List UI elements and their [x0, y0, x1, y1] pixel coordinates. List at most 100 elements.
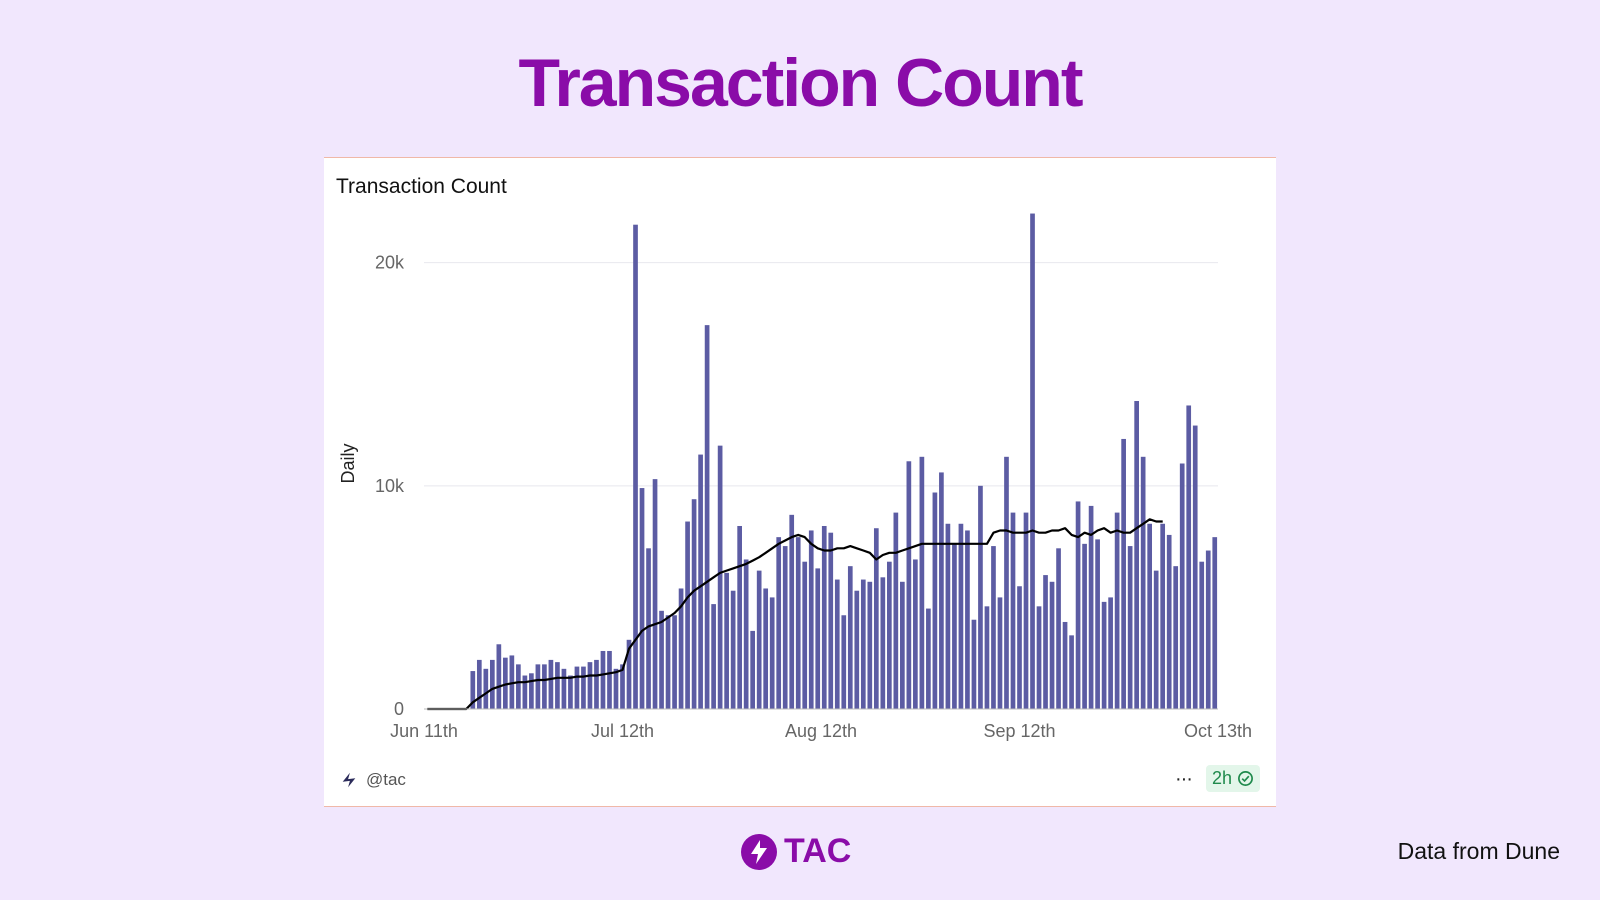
bar [535, 664, 541, 709]
author-attribution[interactable]: @tac [340, 770, 406, 790]
data-source-note: Data from Dune [1397, 838, 1560, 864]
bar [873, 528, 879, 709]
bar [1140, 456, 1146, 709]
bar [906, 461, 912, 709]
bar [665, 615, 671, 709]
bar [1095, 539, 1100, 709]
bar [711, 604, 716, 709]
bar [756, 570, 762, 709]
bar [503, 657, 508, 709]
bar [984, 606, 990, 709]
bar [483, 668, 489, 709]
bar [496, 644, 502, 709]
bar [574, 666, 580, 709]
bar [789, 514, 795, 709]
axis-layer: 0 10k 20k Jun 11th Jul 12th Aug 12th Sep 12th O… [338, 253, 1252, 741]
bar [620, 664, 625, 709]
bar [958, 523, 964, 709]
bar [600, 650, 606, 709]
bar [724, 572, 729, 709]
bar [737, 525, 742, 709]
bar [626, 639, 632, 709]
bar [834, 579, 840, 709]
bar [1205, 550, 1211, 709]
bar [978, 485, 983, 709]
bar [821, 525, 827, 709]
bar [847, 566, 853, 709]
bar [548, 659, 554, 709]
bar [1010, 512, 1016, 709]
x-tick-label: Oct 13th [1184, 721, 1252, 741]
bar [932, 492, 938, 709]
grid-layer [424, 262, 1218, 487]
bar [886, 561, 892, 709]
bar [808, 530, 814, 709]
bar [1153, 570, 1159, 709]
bar [659, 610, 664, 709]
x-tick-label: Jul 12th [591, 721, 654, 741]
bar [828, 532, 834, 709]
bar [1088, 505, 1094, 709]
y-axis-label: Daily [338, 443, 358, 483]
bar [1062, 621, 1068, 709]
bar [782, 546, 788, 709]
more-options-icon[interactable]: ··· [1174, 767, 1193, 790]
bar [1023, 512, 1029, 709]
bar [841, 615, 847, 709]
bar [555, 662, 560, 709]
bar [926, 608, 931, 709]
bar [470, 671, 476, 709]
bar [568, 675, 573, 709]
freshness-badge: 2h [1205, 765, 1260, 792]
bar [1212, 537, 1218, 709]
tac-brand: TAC [740, 832, 851, 871]
dune-logo-icon [342, 772, 356, 788]
bar [1192, 425, 1198, 709]
bar [1082, 543, 1087, 709]
bar [652, 479, 658, 709]
bar [939, 472, 944, 709]
bar [1030, 213, 1035, 709]
y-tick-label: 20k [375, 253, 405, 273]
check-circle-icon [1238, 771, 1253, 786]
bar [815, 568, 821, 709]
bar-layer [470, 213, 1218, 709]
bar [1166, 534, 1172, 709]
page-headline: Transaction Count [518, 45, 1084, 121]
transaction-count-chart: 0 10k 20k Jun 11th Jul 12th Aug 12th Sep 12th O… [338, 213, 1252, 741]
brand-name: TAC [784, 832, 852, 870]
bar [529, 673, 534, 709]
bar [561, 668, 567, 709]
bar [489, 659, 495, 709]
x-tick-label: Aug 12th [785, 721, 857, 741]
bar [1186, 405, 1192, 709]
bar [717, 445, 723, 709]
bar [1069, 635, 1074, 709]
bar [802, 561, 808, 709]
bar [1108, 597, 1113, 709]
card-footer-actions: ··· 2h [1175, 765, 1260, 792]
bar [1036, 606, 1042, 709]
bar [776, 537, 782, 709]
tac-logo-icon [741, 833, 777, 870]
bar [893, 512, 899, 709]
bar [1101, 601, 1107, 709]
bar [522, 675, 528, 709]
bar [516, 664, 521, 709]
x-tick-label: Jun 11th [390, 721, 458, 741]
bar [581, 666, 586, 709]
bar [860, 579, 866, 709]
bar [1114, 512, 1120, 709]
bar [965, 530, 970, 709]
bar [1004, 456, 1009, 709]
bar [945, 523, 951, 709]
bar [795, 537, 801, 709]
bar [1134, 401, 1139, 709]
line-layer [427, 518, 1163, 711]
bar [685, 521, 690, 709]
bar [633, 224, 638, 709]
bar [1043, 575, 1048, 709]
bar [594, 659, 599, 709]
bar [1199, 561, 1205, 709]
bar [997, 597, 1003, 709]
